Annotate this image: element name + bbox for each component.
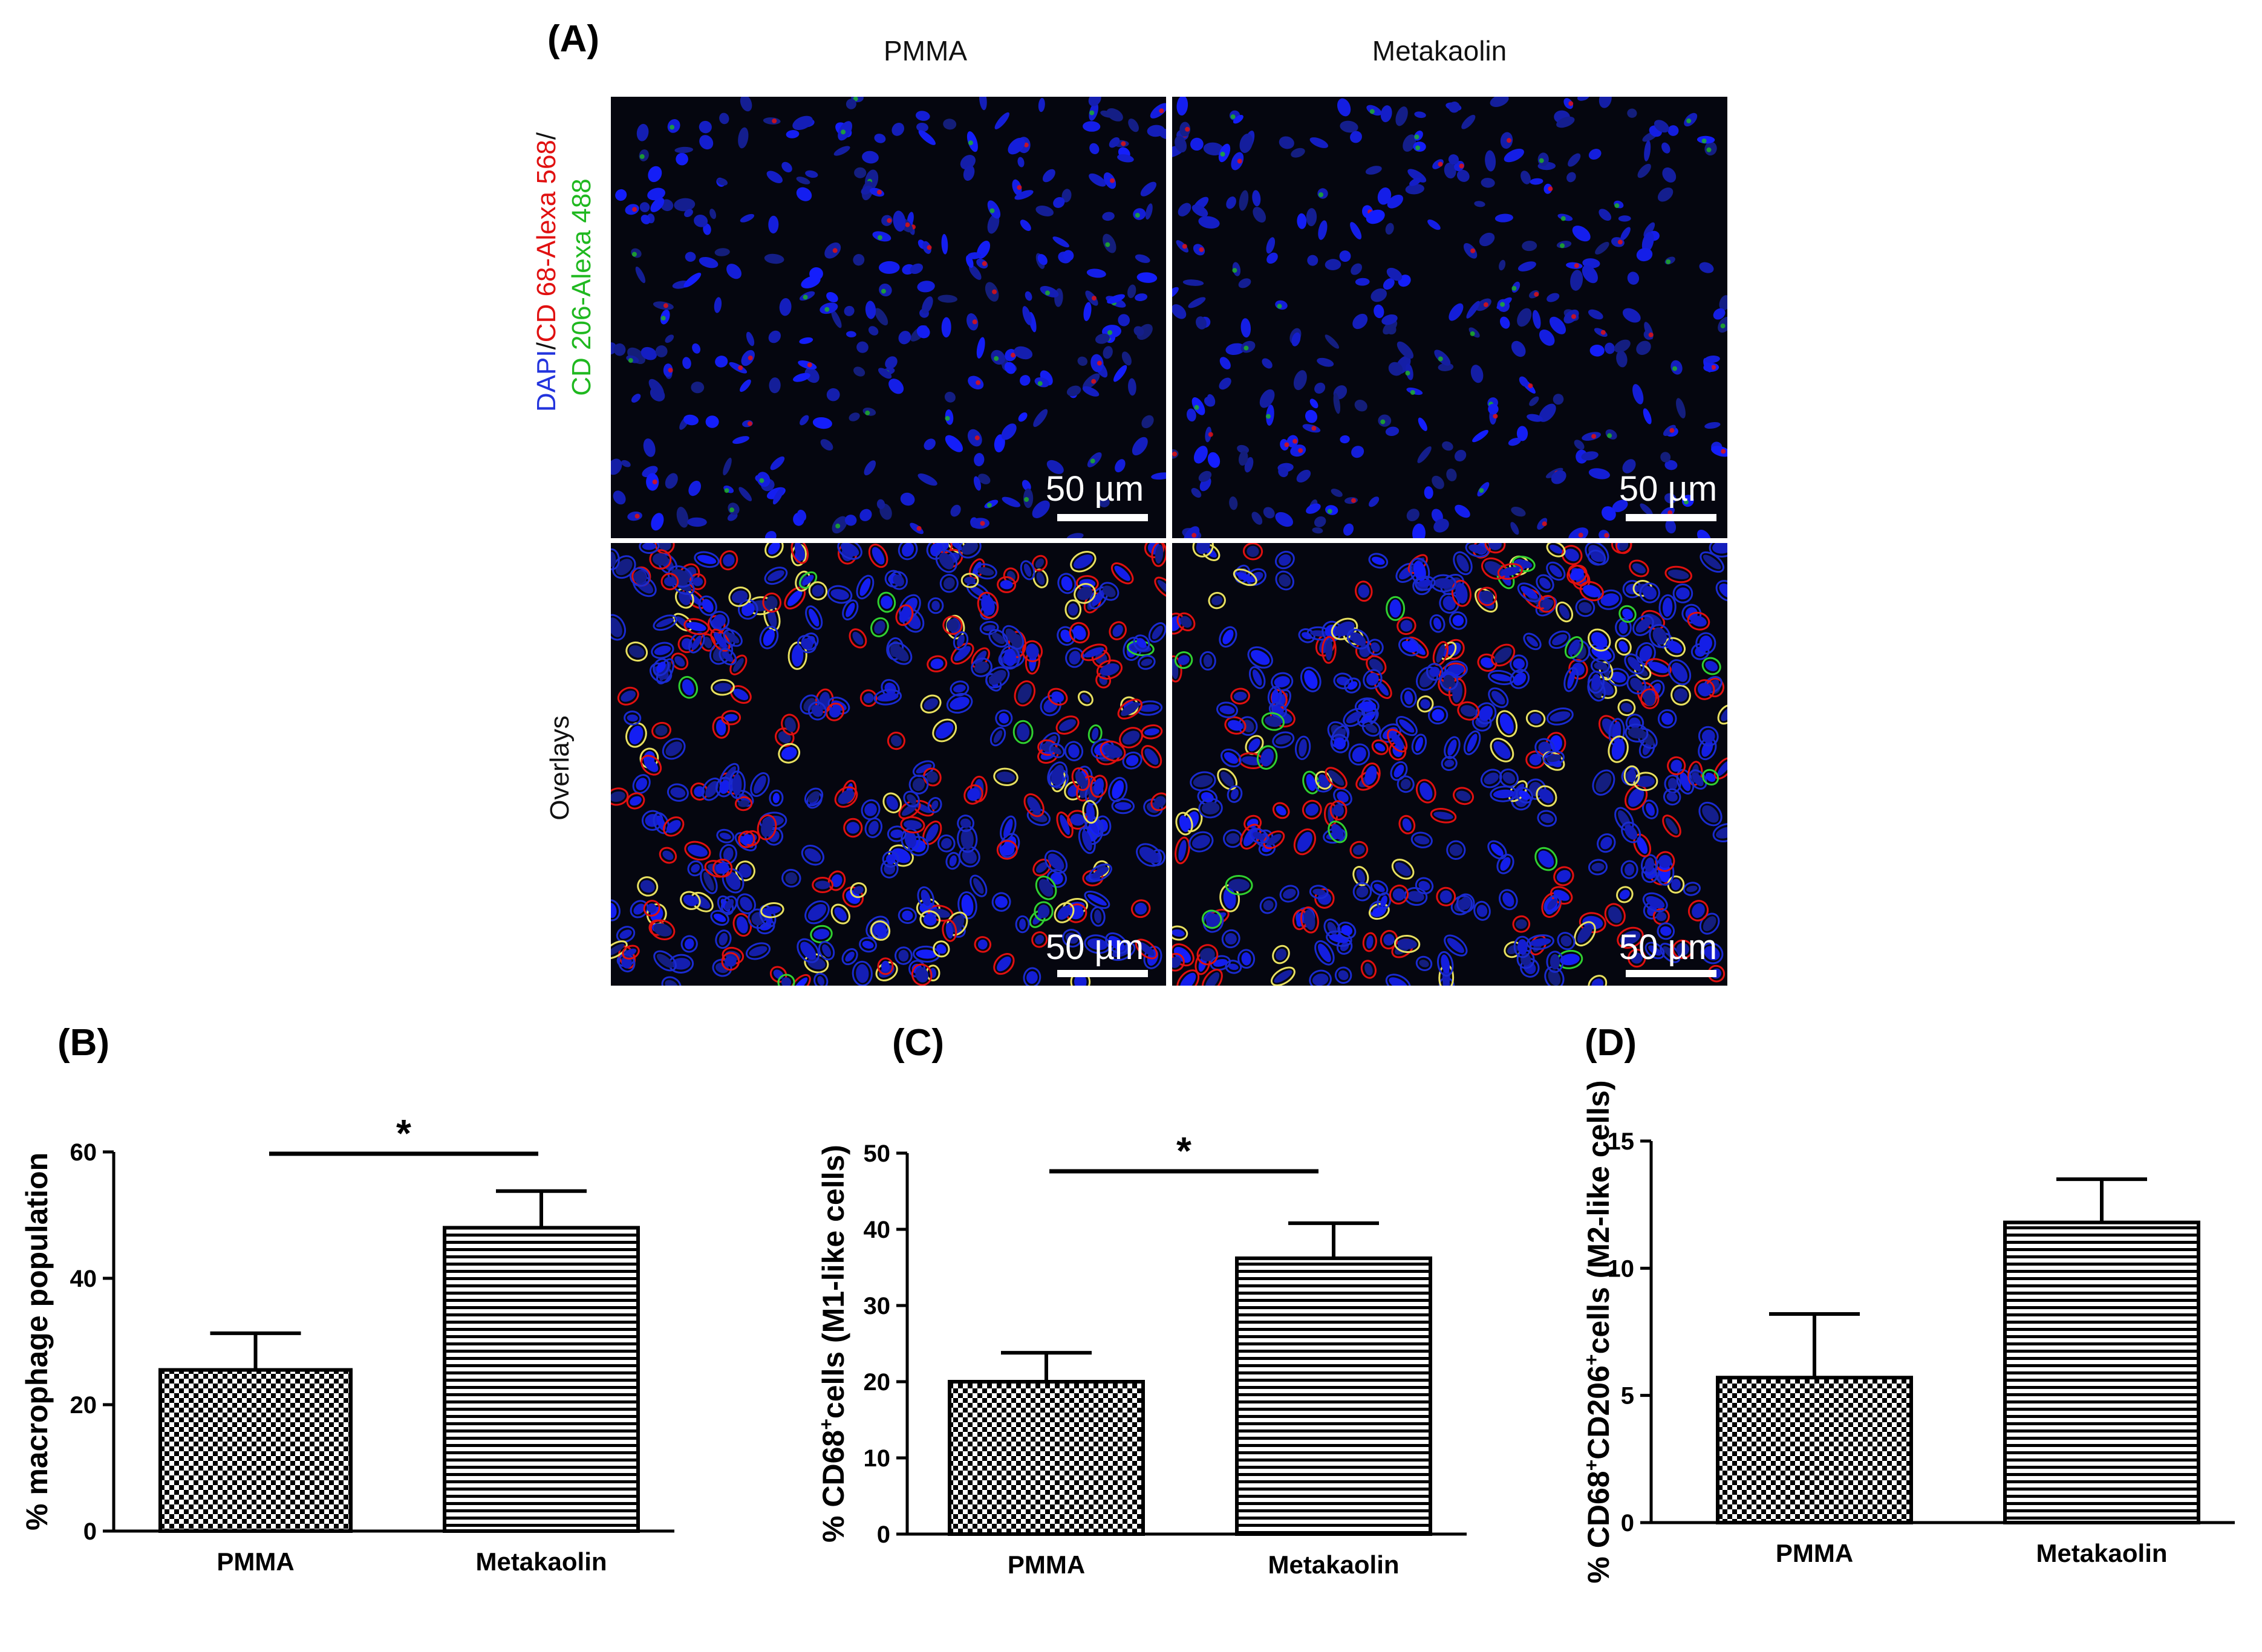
- chart-c: (C) 0 10 20 30 40 50 PMMA Metakaolin * % CD68+cell…: [815, 1022, 1467, 1579]
- micrograph-pmma-overlay-cells: [611, 543, 1166, 986]
- category-label: Metakaolin: [1268, 1550, 1399, 1579]
- micrograph-pmma-stain-background: [611, 97, 1166, 538]
- bar-metakaolin: [2003, 1220, 2200, 1524]
- scale-bar-pmma-stain: 50 µm: [1046, 469, 1148, 521]
- column-header-metakaolin: Metakaolin: [1372, 35, 1507, 67]
- label-sep-1: /: [532, 342, 561, 350]
- label-cd206: CD 206-Alexa 488: [567, 178, 596, 396]
- y-tick-label: 50: [864, 1140, 891, 1167]
- bar-pmma: [158, 1368, 353, 1533]
- panel-letter: (B): [57, 1022, 109, 1064]
- micrograph-metakaolin-overlay: [1172, 543, 1727, 986]
- micrograph-pmma-stain-cells: [611, 97, 1166, 538]
- micrograph-pmma-stain: [611, 97, 1166, 538]
- label-dapi: DAPI: [532, 350, 561, 412]
- y-tick-label: 30: [864, 1293, 891, 1319]
- y-tick-label: 0: [1621, 1510, 1634, 1537]
- category-label: PMMA: [1776, 1539, 1853, 1567]
- label-sep-2: /: [532, 132, 561, 140]
- micrograph-metakaolin-stain-cells: [1172, 97, 1727, 538]
- scale-bar-metakaolin-overlay: 50 µm: [1619, 928, 1717, 977]
- y-tick-label: 40: [70, 1266, 97, 1292]
- panel-letter: (C): [892, 1022, 944, 1064]
- y-tick-label: 0: [83, 1518, 97, 1545]
- overlays-row-label: Overlays: [545, 715, 575, 821]
- scale-bar-text: 50 µm: [1046, 928, 1144, 967]
- y-tick-label: 15: [1608, 1128, 1635, 1155]
- scale-bar-metakaolin-stain: 50 µm: [1619, 469, 1717, 521]
- scale-bar-text: 50 µm: [1619, 469, 1717, 509]
- scale-bar-pmma-overlay: 50 µm: [1046, 928, 1148, 977]
- chart-b: (B) 0 20 40 60 PMMA Metakaolin * % macrophage po…: [20, 1022, 674, 1576]
- category-label: PMMA: [217, 1547, 294, 1576]
- scale-bar-line: [1057, 970, 1148, 977]
- stain-row-label: DAPI/CD 68-Alexa 568/: [532, 132, 561, 412]
- bar-metakaolin: [443, 1226, 640, 1533]
- category-label: Metakaolin: [475, 1547, 607, 1576]
- y-axis-title: % CD68+CD206+cells (M2-like cells): [1580, 1080, 1615, 1583]
- panel-a-letter: (A): [547, 18, 599, 60]
- y-tick-label: 10: [1608, 1255, 1635, 1282]
- bar-pmma: [948, 1380, 1145, 1536]
- y-tick-label: 5: [1621, 1383, 1634, 1410]
- y-tick-label: 0: [877, 1521, 890, 1548]
- micrograph-pmma-overlay: [611, 543, 1166, 986]
- y-axis-title: % macrophage population: [20, 1153, 54, 1530]
- y-tick-label: 20: [864, 1369, 891, 1396]
- label-cd68: CD 68-Alexa 568: [532, 140, 561, 342]
- category-label: Metakaolin: [2036, 1539, 2167, 1567]
- significance-mark: *: [1176, 1129, 1191, 1172]
- chart-d: (D) 0 5 10 15 PMMA Metakaolin % CD68+CD206+cell…: [1580, 1022, 2235, 1584]
- y-tick-label: 20: [70, 1392, 97, 1419]
- significance-mark: *: [396, 1111, 411, 1155]
- micrograph-metakaolin-stain: [1172, 97, 1727, 538]
- y-axis-title: % CD68+cells (M1-like cells): [815, 1145, 850, 1543]
- bar-metakaolin: [1235, 1256, 1432, 1536]
- scale-bar-text: 50 µm: [1046, 469, 1144, 509]
- bar-pmma: [1716, 1376, 1913, 1524]
- scale-bar-line: [1057, 514, 1148, 521]
- micrograph-metakaolin-overlay-cells: [1172, 543, 1727, 986]
- y-tick-label: 40: [864, 1217, 891, 1243]
- scale-bar-line: [1626, 514, 1716, 521]
- panel-letter: (D): [1585, 1022, 1637, 1064]
- scale-bar-text: 50 µm: [1619, 928, 1717, 967]
- y-tick-label: 10: [864, 1445, 891, 1472]
- scale-bar-line: [1626, 970, 1716, 977]
- y-tick-label: 60: [70, 1139, 97, 1166]
- column-header-pmma: PMMA: [884, 35, 967, 67]
- category-label: PMMA: [1008, 1550, 1085, 1579]
